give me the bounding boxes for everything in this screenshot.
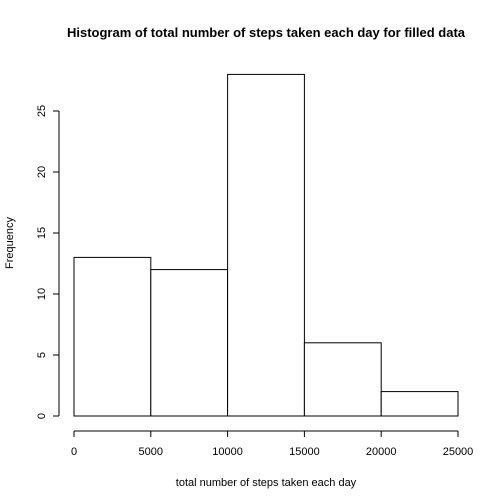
x-axis: 0 5000 10000 15000 20000 25000	[71, 430, 474, 458]
y-tick-label-3: 15	[36, 227, 48, 239]
x-tick-label-1: 5000	[139, 446, 163, 458]
y-tick-label-1: 5	[36, 352, 48, 358]
histogram-bar-3	[227, 73, 305, 417]
histogram-bar-5	[380, 391, 459, 417]
x-axis-label: total number of steps taken each day	[176, 477, 357, 489]
y-tick-label-2: 10	[36, 288, 48, 300]
chart-title: Histogram of total number of steps taken…	[67, 25, 466, 40]
x-tick-label-5: 25000	[443, 446, 474, 458]
histogram-bar-2	[150, 269, 229, 417]
x-tick-label-4: 20000	[366, 446, 397, 458]
y-axis: 0 5 10 15 20 25	[36, 105, 60, 419]
x-tick-label-3: 15000	[289, 446, 320, 458]
y-axis-label: Frequency	[4, 217, 16, 269]
y-tick-label-4: 20	[36, 166, 48, 178]
histogram-bar-4	[303, 342, 382, 417]
bars-group	[73, 73, 459, 417]
histogram-bar-1	[73, 256, 152, 417]
x-tick-label-2: 10000	[212, 446, 243, 458]
x-tick-label-0: 0	[71, 446, 77, 458]
y-tick-label-5: 25	[36, 105, 48, 117]
y-tick-label-0: 0	[36, 413, 48, 419]
